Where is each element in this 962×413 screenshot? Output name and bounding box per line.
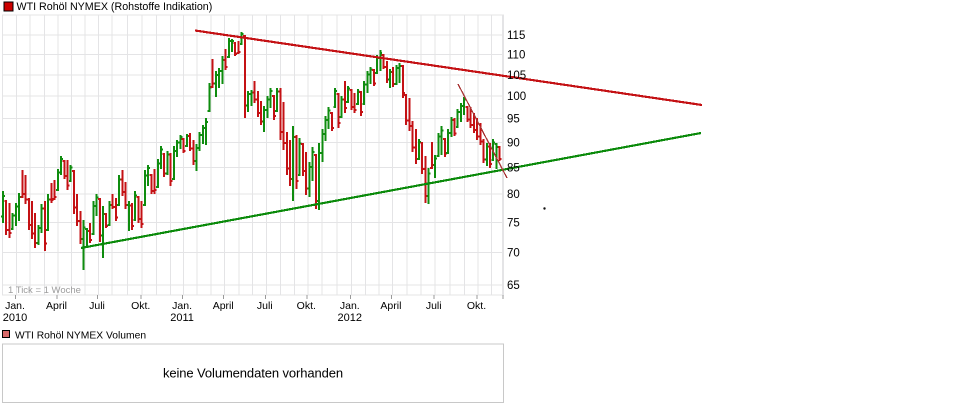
svg-text:70: 70 <box>507 248 520 260</box>
svg-text:Okt.: Okt. <box>297 300 316 312</box>
svg-text:2012: 2012 <box>338 312 362 324</box>
svg-text:Juli: Juli <box>89 300 105 312</box>
svg-text:105: 105 <box>507 70 526 82</box>
svg-text:Okt.: Okt. <box>467 300 486 312</box>
svg-text:75: 75 <box>507 217 520 229</box>
svg-text:Jan.: Jan. <box>340 300 360 312</box>
svg-text:April: April <box>380 300 401 312</box>
svg-text:100: 100 <box>507 91 526 103</box>
svg-text:115: 115 <box>507 30 525 42</box>
svg-text:65: 65 <box>507 280 520 292</box>
svg-text:95: 95 <box>507 114 520 126</box>
svg-text:Juli: Juli <box>257 300 273 312</box>
svg-text:WTI Rohöl NYMEX (Rohstoffe Ind: WTI Rohöl NYMEX (Rohstoffe Indikation) <box>17 1 213 13</box>
svg-text:Juli: Juli <box>426 300 442 312</box>
svg-text:April: April <box>213 300 234 312</box>
svg-text:Jan.: Jan. <box>5 300 25 312</box>
svg-text:1 Tick = 1 Woche: 1 Tick = 1 Woche <box>8 285 81 296</box>
svg-text:April: April <box>46 300 67 312</box>
svg-text:110: 110 <box>507 50 525 62</box>
svg-text:80: 80 <box>507 189 520 201</box>
svg-text:Jan.: Jan. <box>172 300 192 312</box>
svg-text:85: 85 <box>507 163 520 175</box>
svg-text:WTI Rohöl NYMEX Volumen: WTI Rohöl NYMEX Volumen <box>15 331 146 342</box>
svg-text:Okt.: Okt. <box>131 300 150 312</box>
svg-text:keine Volumendaten vorhanden: keine Volumendaten vorhanden <box>163 366 343 381</box>
svg-text:2011: 2011 <box>170 312 194 324</box>
svg-text:90: 90 <box>507 137 520 149</box>
svg-text:2010: 2010 <box>3 312 27 324</box>
